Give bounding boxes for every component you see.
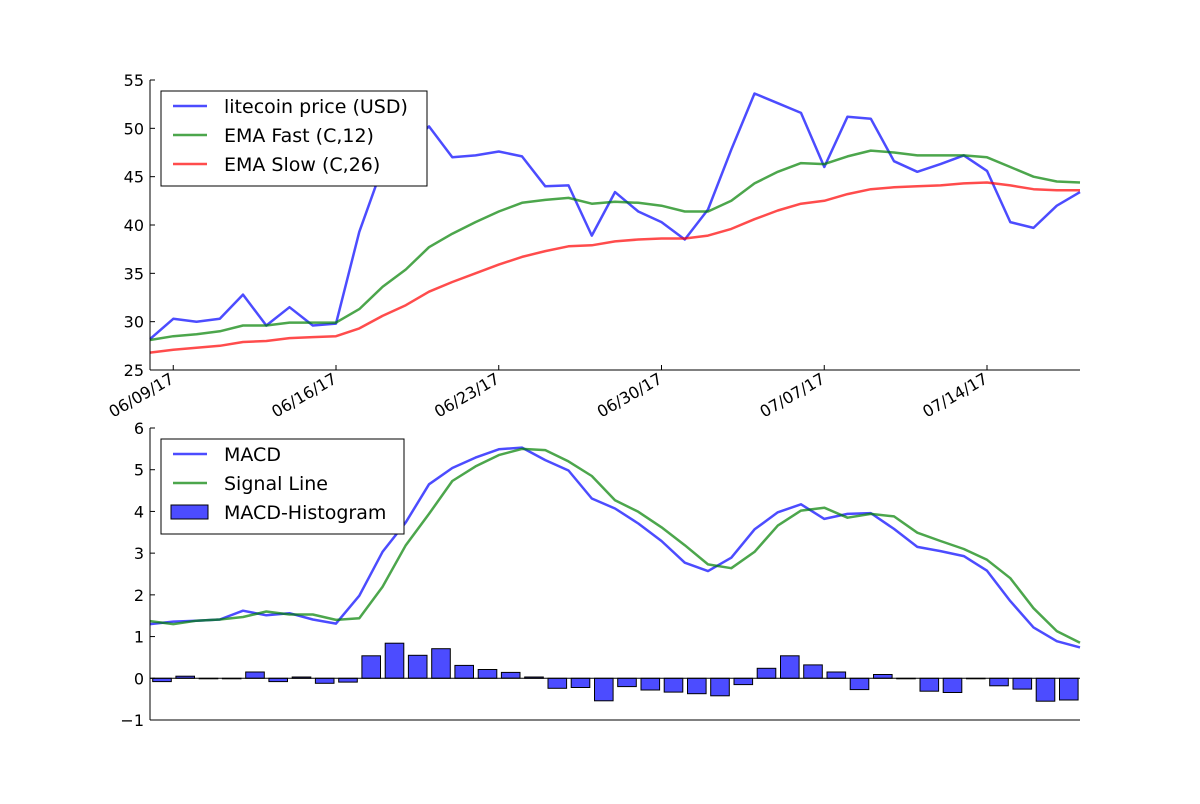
legend-label-litecoin-price-usd: litecoin price (USD) bbox=[224, 96, 408, 118]
histogram-bar bbox=[873, 674, 893, 679]
histogram-bar bbox=[803, 664, 823, 679]
histogram-bar bbox=[407, 654, 428, 679]
price-ytick-label: 50 bbox=[124, 119, 144, 138]
histogram-bar bbox=[942, 677, 963, 693]
histogram-bar bbox=[1035, 677, 1056, 702]
macd-ytick-label: 6 bbox=[134, 419, 144, 438]
histogram-bar bbox=[989, 677, 1009, 687]
histogram-bar bbox=[640, 677, 661, 691]
histogram-bar bbox=[547, 677, 568, 689]
histogram-bar bbox=[617, 677, 637, 688]
histogram-bar bbox=[756, 667, 777, 679]
histogram-bar bbox=[268, 677, 288, 683]
price-ytick-label: 40 bbox=[124, 216, 144, 235]
histogram-bar bbox=[245, 671, 265, 679]
legend-label-ema-slow-c-26: EMA Slow (C,26) bbox=[224, 154, 380, 176]
histogram-bar bbox=[687, 677, 707, 695]
price-ytick-label: 55 bbox=[124, 71, 144, 90]
series-line-ema-slow-c-26 bbox=[149, 181, 1080, 354]
macd-ytick-label: 5 bbox=[134, 461, 144, 480]
price-ytick-label: 25 bbox=[124, 361, 144, 380]
legend-swatch-macd-histogram bbox=[170, 504, 209, 520]
histogram-bar bbox=[477, 669, 498, 679]
histogram-bar bbox=[1012, 677, 1033, 690]
histogram-bar bbox=[710, 677, 730, 697]
histogram-bar bbox=[152, 677, 172, 683]
price-ytick-label: 30 bbox=[124, 313, 144, 332]
series-line-macd bbox=[149, 446, 1081, 649]
histogram-bar bbox=[314, 677, 335, 684]
price-ytick-label: 35 bbox=[124, 264, 144, 283]
legend-label-signal-line: Signal Line bbox=[224, 473, 328, 495]
legend-label-ema-fast-c-12: EMA Fast (C,12) bbox=[224, 125, 374, 147]
histogram-bar bbox=[780, 655, 800, 679]
histogram-bar bbox=[1059, 677, 1079, 701]
macd-ytick-label: −1 bbox=[120, 711, 144, 730]
price-ytick-label: 45 bbox=[124, 168, 144, 187]
histogram-bar bbox=[826, 671, 847, 679]
histogram-bar bbox=[594, 677, 614, 702]
histogram-bar bbox=[849, 677, 870, 691]
histogram-bar bbox=[384, 642, 405, 679]
histogram-bar bbox=[663, 677, 684, 693]
macd-ytick-label: 4 bbox=[134, 502, 144, 521]
series-line-litecoin-price-usd bbox=[149, 92, 1081, 341]
macd-ytick-label: 2 bbox=[134, 586, 144, 605]
histogram-bar bbox=[733, 677, 754, 686]
histogram-bar bbox=[919, 677, 940, 692]
histogram-bar bbox=[431, 648, 451, 679]
macd-ytick-label: 1 bbox=[134, 628, 144, 647]
price-legend: litecoin price (USD) EMA Fast (C,12) EMA S… bbox=[160, 90, 428, 187]
legend-label-macd: MACD bbox=[224, 444, 281, 466]
histogram-bar bbox=[454, 664, 474, 679]
macd-ytick-label: 0 bbox=[134, 669, 144, 688]
legend-label-macd-histogram: MACD-Histogram bbox=[224, 502, 386, 524]
histogram-bar bbox=[338, 677, 358, 683]
histogram-bar bbox=[570, 677, 591, 688]
histogram-bar bbox=[361, 655, 381, 679]
macd-panel: −1 0 1 2 3 4 5 6 MACD Signal Line MACD-Histogram bbox=[120, 419, 1081, 730]
macd-legend: MACD Signal Line MACD-Histogram bbox=[160, 438, 405, 535]
series-line-signal-line bbox=[149, 447, 1081, 644]
series-line-ema-fast-c-12 bbox=[149, 149, 1081, 342]
histogram-bar bbox=[500, 671, 521, 679]
macd-ytick-label: 3 bbox=[134, 544, 144, 563]
